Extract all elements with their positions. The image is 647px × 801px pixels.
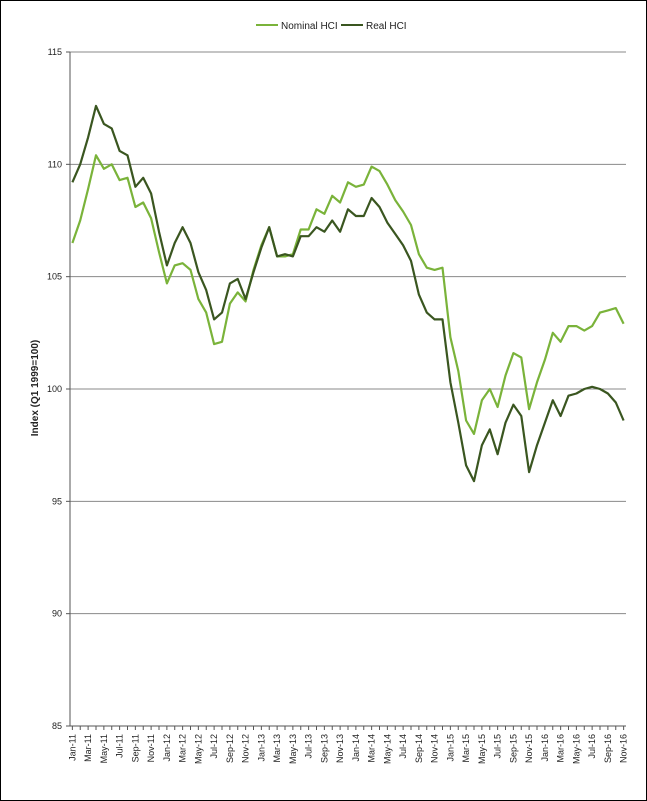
x-tick-label-Sep-11: Sep-11 — [130, 734, 140, 762]
y-tick-label-85: 85 — [52, 721, 62, 731]
legend-label-real: Real HCI — [366, 21, 407, 32]
x-tick-label-Jul-16: Jul-16 — [587, 734, 597, 759]
x-tick-label-Mar-11: Mar-11 — [83, 734, 93, 762]
x-tick-label-May-12: May-12 — [193, 734, 203, 764]
x-tick-label-Jan-13: Jan-13 — [256, 734, 266, 762]
legend: Nominal HCI Real HCI — [256, 21, 407, 32]
series-line-nominal-hci — [71, 154, 625, 435]
y-tick-label-105: 105 — [47, 272, 62, 282]
y-tick-label-90: 90 — [52, 609, 62, 619]
x-tick-label-May-13: May-13 — [288, 734, 298, 764]
x-tick-label-Mar-15: Mar-15 — [461, 734, 471, 763]
x-tick-label-Nov-15: Nov-15 — [524, 734, 534, 763]
y-tick-label-95: 95 — [52, 496, 62, 506]
x-tick-label-Jan-11: Jan-11 — [67, 734, 77, 761]
x-tick-label-Jul-15: Jul-15 — [493, 734, 503, 759]
gridlines — [70, 51, 626, 727]
x-tick-label-Mar-14: Mar-14 — [367, 734, 377, 763]
legend-label-nominal: Nominal HCI — [281, 21, 338, 32]
x-tick-label-Sep-16: Sep-16 — [603, 734, 613, 763]
y-tick-label-100: 100 — [47, 384, 62, 394]
x-tick-label-Nov-14: Nov-14 — [430, 734, 440, 763]
x-tick-label-Nov-13: Nov-13 — [335, 734, 345, 763]
x-tick-label-Jan-14: Jan-14 — [351, 734, 361, 762]
x-tick-label-Nov-12: Nov-12 — [241, 734, 251, 763]
x-tick-label-May-11: May-11 — [99, 734, 109, 763]
x-tick-label-May-15: May-15 — [477, 734, 487, 764]
y-tick-label-115: 115 — [48, 47, 62, 57]
y-axis-title: Index (Q1 1999=100) — [30, 340, 41, 436]
x-tick-label-Mar-16: Mar-16 — [556, 734, 566, 763]
x-tick-label-Sep-15: Sep-15 — [508, 734, 518, 763]
y-tick-label-110: 110 — [48, 159, 62, 169]
x-tick-label-Jul-13: Jul-13 — [304, 734, 314, 759]
x-tick-label-Nov-16: Nov-16 — [619, 734, 629, 763]
x-tick-label-Mar-12: Mar-12 — [178, 734, 188, 763]
y-axis: 85 90 95 100 105 110 115 — [47, 47, 71, 731]
x-tick-label-Jan-15: Jan-15 — [445, 734, 455, 762]
x-tick-label-Jan-12: Jan-12 — [162, 734, 172, 762]
series-lines — [71, 104, 625, 483]
x-tick-label-Jul-12: Jul-12 — [209, 734, 219, 759]
x-tick-label-Mar-13: Mar-13 — [272, 734, 282, 763]
x-tick-label-Jul-11: Jul-11 — [115, 734, 125, 758]
x-tick-label-Sep-14: Sep-14 — [414, 734, 424, 763]
x-tick-label-Sep-13: Sep-13 — [319, 734, 329, 763]
x-axis: Jan-11 Mar-11 May-11 Jul-11 Sep-11 Nov-11 Jan-… — [67, 725, 629, 764]
x-tick-label-Jul-14: Jul-14 — [398, 734, 408, 759]
series-line-real-hci — [71, 104, 625, 483]
x-tick-label-Jan-16: Jan-16 — [540, 734, 550, 762]
x-tick-label-Sep-12: Sep-12 — [225, 734, 235, 763]
x-tick-label-May-14: May-14 — [382, 734, 392, 764]
x-tick-label-May-16: May-16 — [571, 734, 581, 764]
x-tick-label-Nov-11: Nov-11 — [146, 734, 156, 762]
